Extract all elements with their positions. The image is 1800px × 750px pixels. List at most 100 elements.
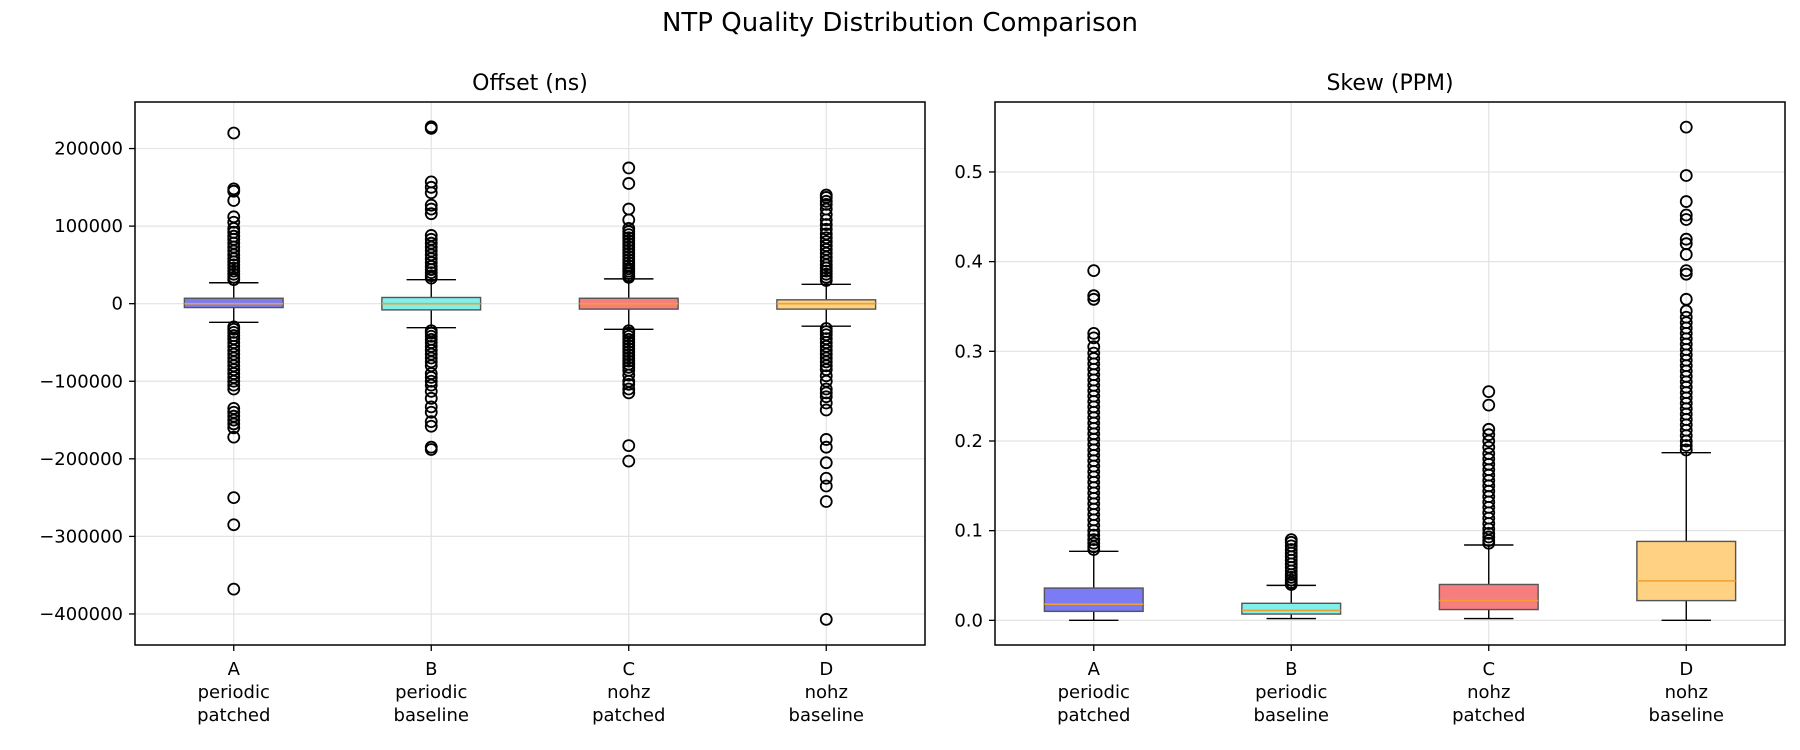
x-tick-label-line: A — [228, 659, 241, 680]
box-B — [1241, 533, 1342, 620]
outlier-point — [424, 186, 438, 200]
outlier-point — [819, 390, 833, 404]
outlier-point — [819, 495, 833, 508]
outlier-point — [227, 417, 241, 431]
outlier-point — [424, 415, 438, 428]
x-tick-label-line: nohz — [607, 682, 650, 703]
outlier-point — [819, 208, 833, 221]
outlier-point — [819, 218, 833, 231]
box-body — [1636, 540, 1737, 602]
outlier-point — [424, 180, 438, 194]
outlier-point — [1482, 517, 1496, 530]
y-tick-label: 0.3 — [954, 341, 983, 362]
outlier-point — [819, 222, 833, 236]
x-tick-label-line: C — [622, 659, 635, 680]
outlier-point — [227, 194, 241, 207]
x-tick-label-line: periodic — [198, 682, 270, 703]
x-tick-label-line: D — [819, 659, 833, 680]
x-tick-label-line: periodic — [395, 682, 467, 703]
outlier-point — [1679, 213, 1693, 226]
y-tick-label: 0.2 — [954, 431, 983, 452]
plot-frame — [134, 101, 926, 646]
y-tick-label: −100000 — [39, 371, 123, 392]
outlier-point — [1482, 434, 1496, 448]
y-tick-label: 0.1 — [954, 521, 983, 542]
outlier-point — [1087, 264, 1101, 277]
outlier-point — [819, 386, 833, 400]
outlier-point — [819, 433, 833, 446]
outlier-point — [1679, 169, 1693, 182]
outlier-point — [227, 413, 241, 427]
outlier-point — [819, 479, 833, 493]
outlier-point — [1679, 443, 1693, 457]
outlier-point — [227, 421, 241, 435]
x-tick-label-line: B — [1285, 659, 1297, 680]
outlier-point — [1087, 518, 1101, 532]
outlier-point — [1087, 292, 1101, 306]
subplot-title: Skew (PPM) — [1326, 71, 1453, 96]
outlier-point — [819, 456, 833, 470]
outlier-point — [1482, 530, 1496, 544]
y-tick-label: −200000 — [39, 449, 123, 470]
box-body — [1043, 587, 1144, 613]
y-tick-label: 100000 — [54, 216, 123, 237]
y-tick-label: 0.0 — [954, 610, 983, 631]
box-A — [183, 126, 284, 596]
y-tick-label: −400000 — [39, 604, 123, 625]
outlier-point — [1679, 208, 1693, 222]
box-body — [1438, 583, 1539, 611]
outlier-point — [227, 126, 241, 140]
outlier-point — [819, 197, 833, 211]
x-tick-label-line: periodic — [1255, 682, 1327, 703]
outlier-point — [1087, 533, 1101, 547]
outlier-point — [424, 207, 438, 221]
box-D — [1636, 120, 1737, 622]
outlier-point — [424, 121, 438, 135]
outlier-point — [819, 369, 833, 383]
outlier-point — [424, 378, 438, 392]
outlier-point — [424, 443, 438, 456]
outlier-point — [1087, 289, 1101, 303]
x-tick-label-line: patched — [592, 705, 665, 726]
outlier-point — [622, 386, 636, 400]
outlier-point — [622, 439, 636, 453]
y-tick-label: 200000 — [54, 139, 123, 160]
outlier-point — [819, 359, 833, 373]
x-tick-label-line: baseline — [1254, 705, 1329, 726]
outlier-point — [1679, 248, 1693, 261]
x-tick-label-line: C — [1482, 659, 1495, 680]
outlier-point — [227, 184, 241, 198]
outlier-point — [227, 582, 241, 596]
x-tick-label-line: B — [425, 659, 437, 680]
outlier-point — [1482, 398, 1496, 412]
outlier-point — [1482, 385, 1496, 399]
outlier-point — [227, 374, 241, 388]
outlier-point — [1679, 267, 1693, 281]
outlier-point — [1679, 120, 1693, 134]
y-tick-label: −300000 — [39, 526, 123, 547]
outlier-point — [1679, 439, 1693, 452]
x-tick-label-line: patched — [1452, 705, 1525, 726]
y-tick-label: 0.5 — [954, 162, 983, 183]
outlier-point — [1087, 543, 1101, 556]
y-tick-label: 0.4 — [954, 252, 983, 273]
outlier-point — [1679, 232, 1693, 246]
outlier-point — [622, 382, 636, 396]
outlier-point — [819, 254, 833, 268]
box-C — [1438, 385, 1539, 620]
outlier-point — [819, 382, 833, 396]
x-tick-label-line: baseline — [1649, 705, 1724, 726]
outlier-point — [227, 378, 241, 392]
outlier-point — [1284, 561, 1298, 574]
outlier-point — [424, 419, 438, 433]
outlier-point — [1482, 536, 1496, 550]
outlier-point — [819, 440, 833, 454]
outlier-point — [1679, 434, 1693, 448]
outlier-point — [424, 351, 438, 365]
